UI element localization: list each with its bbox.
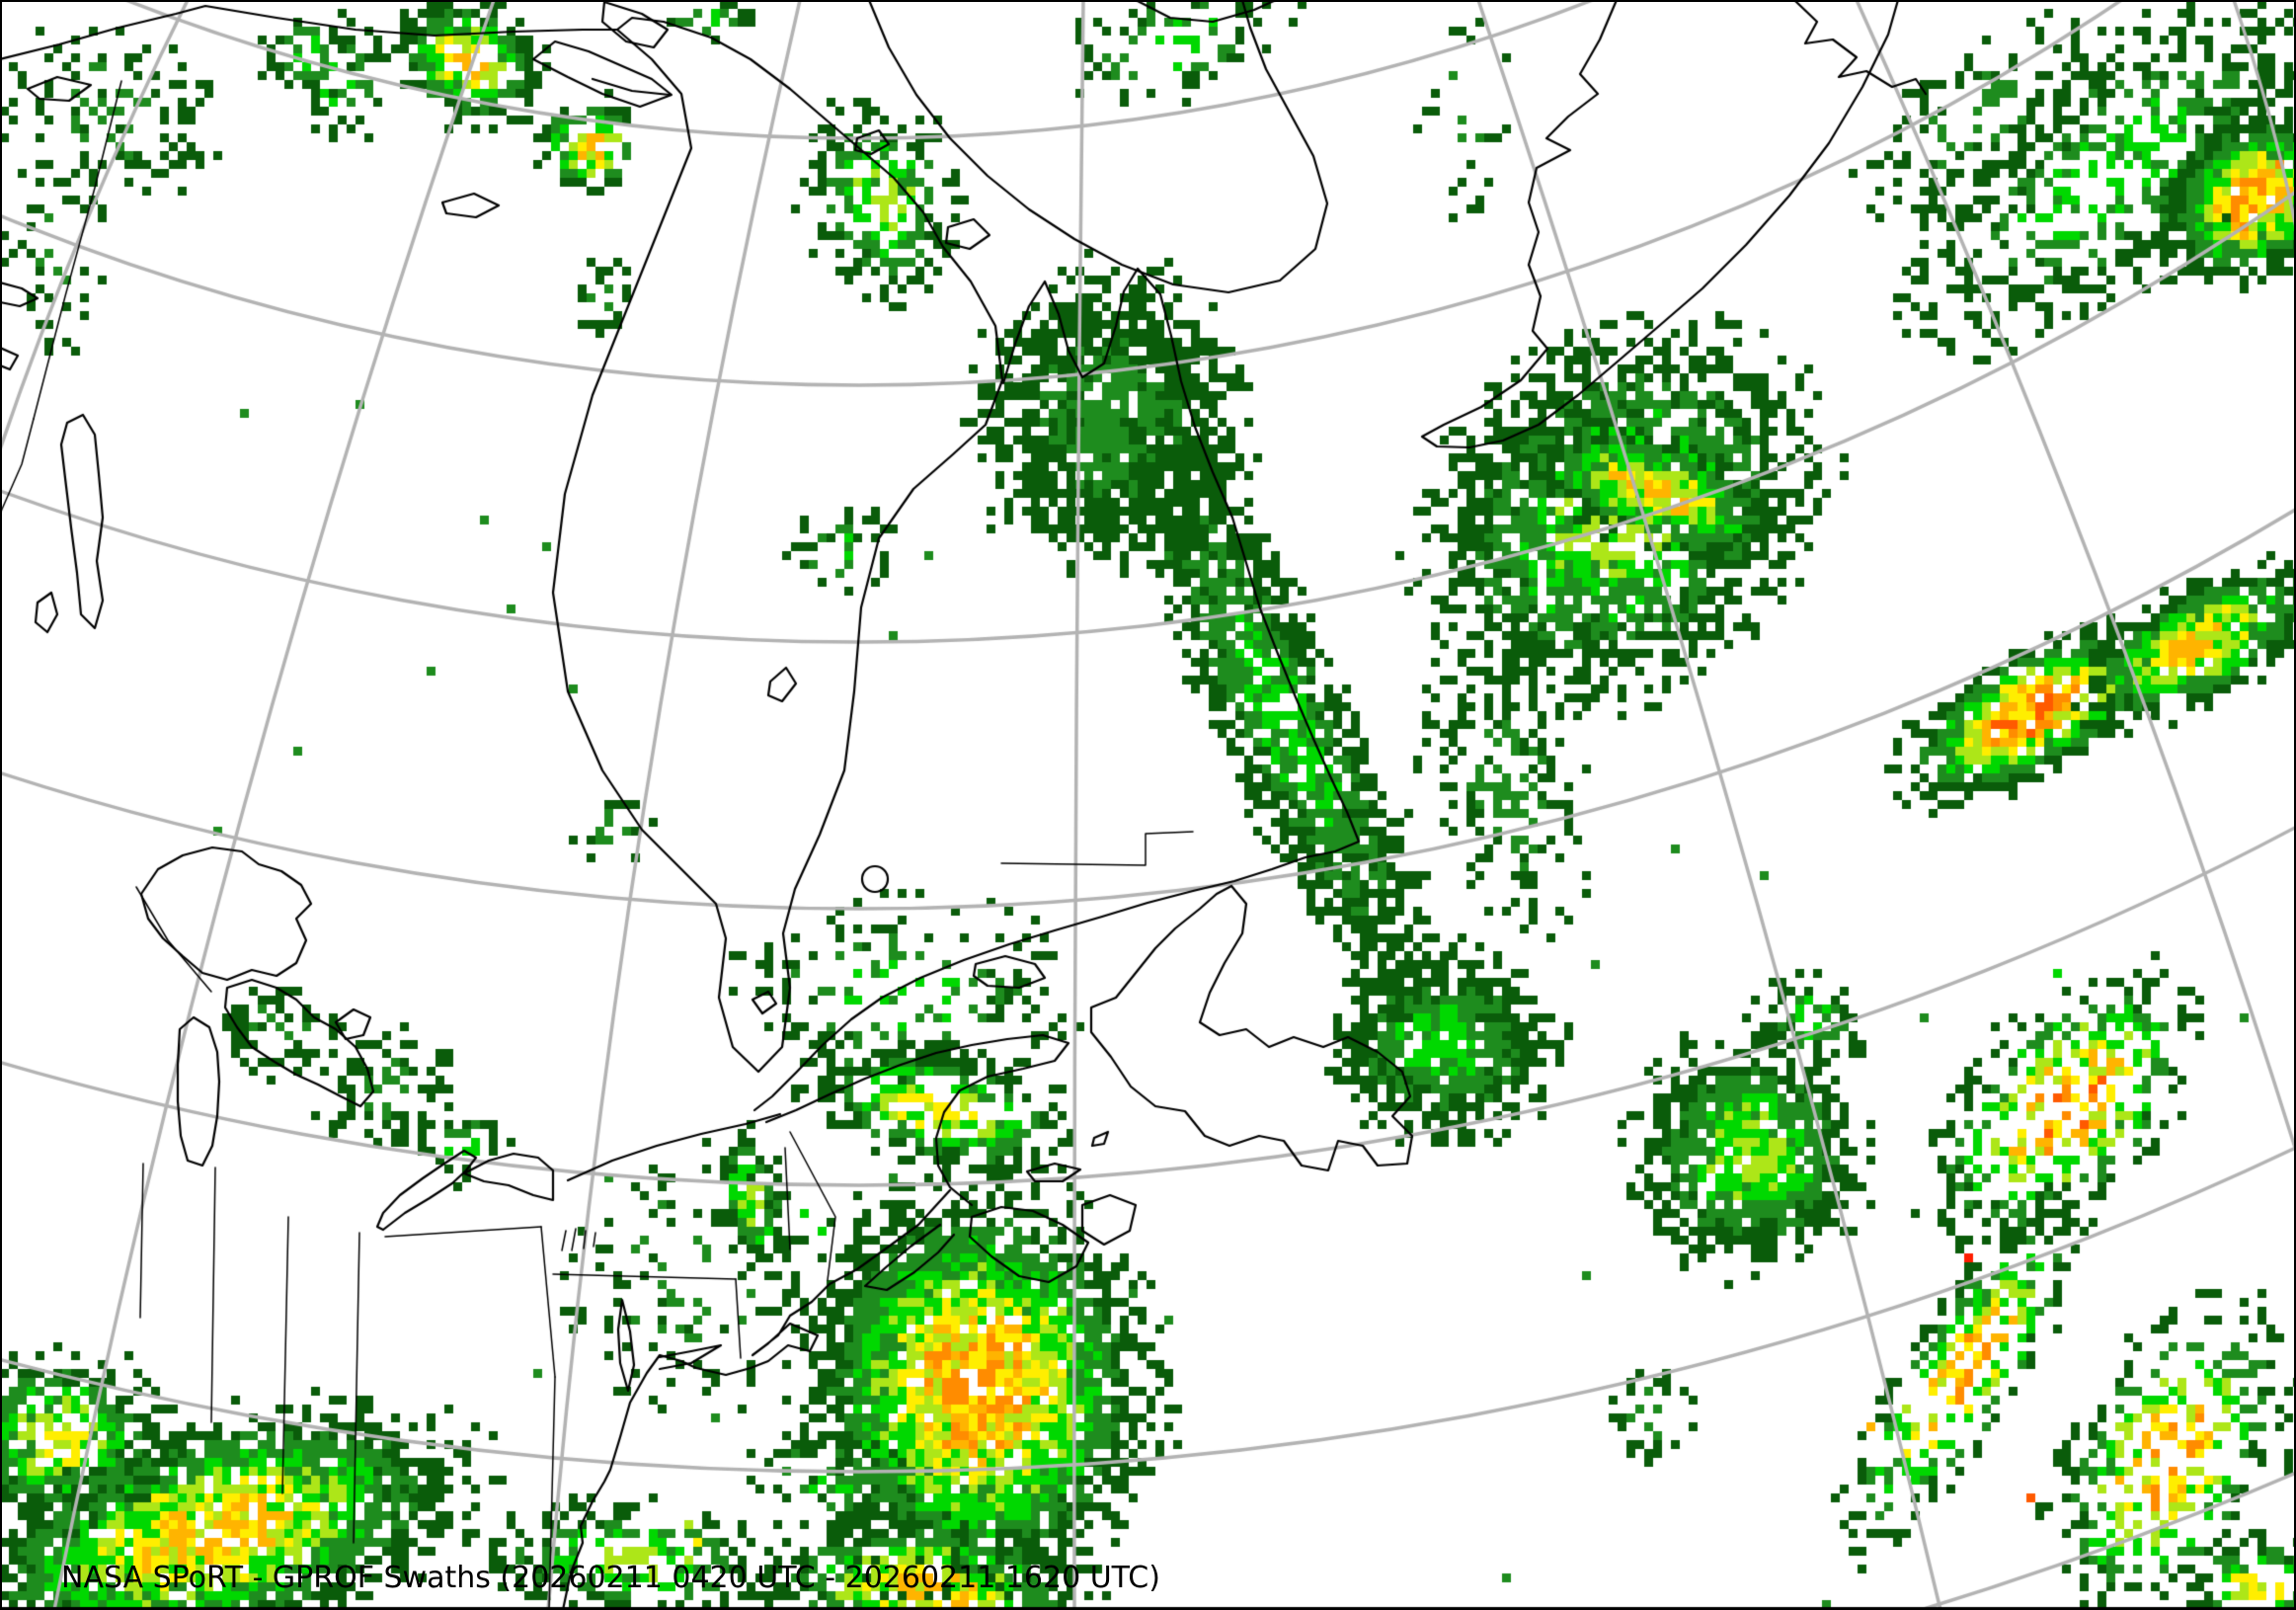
map-title: NASA SPoRT - GPROF Swaths (20260211 0420… <box>61 1561 1160 1595</box>
